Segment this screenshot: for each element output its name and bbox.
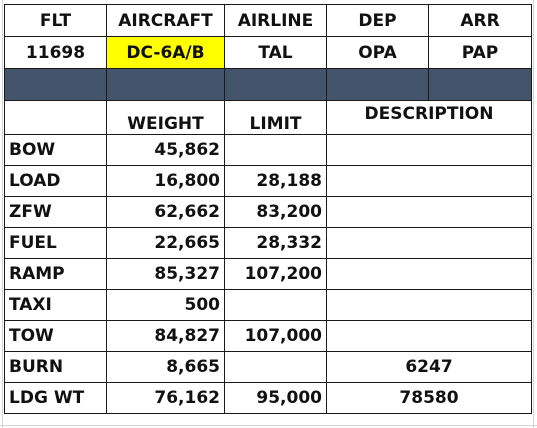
description-cell[interactable]: 6247	[326, 351, 532, 383]
row-label[interactable]: LOAD	[4, 165, 107, 197]
table-row: BURN 8,665 6247	[4, 351, 532, 383]
weight-balance-table: FLT AIRCRAFT AIRLINE DEP ARR 11698 DC-6A…	[4, 4, 532, 414]
band-cell[interactable]	[106, 68, 225, 101]
table-row: ZFW 62,662 83,200	[4, 196, 532, 228]
band-cell[interactable]	[224, 68, 327, 101]
description-cell[interactable]	[326, 227, 532, 259]
description-cell[interactable]	[326, 320, 532, 352]
column-header-row: WEIGHT LIMIT DESCRIPTION	[4, 100, 532, 135]
weight-cell[interactable]: 45,862	[106, 134, 225, 166]
band-cell[interactable]	[326, 68, 429, 101]
row-label[interactable]: TOW	[4, 320, 107, 352]
flight-info-row: 11698 DC-6A/B TAL OPA PAP	[4, 36, 532, 69]
dep-value[interactable]: OPA	[326, 36, 429, 69]
row-label[interactable]: BOW	[4, 134, 107, 166]
table-row: TOW 84,827 107,000	[4, 320, 532, 352]
aircraft-value[interactable]: DC-6A/B	[106, 36, 225, 69]
band-cell[interactable]	[4, 68, 107, 101]
description-cell[interactable]	[326, 165, 532, 197]
table-row: RAMP 85,327 107,200	[4, 258, 532, 290]
airline-value[interactable]: TAL	[224, 36, 327, 69]
limit-column-header[interactable]: LIMIT	[224, 100, 327, 135]
limit-cell[interactable]: 28,332	[224, 227, 327, 259]
row-label[interactable]: LDG WT	[4, 382, 107, 414]
weight-cell[interactable]: 62,662	[106, 196, 225, 228]
empty-cell[interactable]	[4, 100, 107, 135]
header-row: FLT AIRCRAFT AIRLINE DEP ARR	[4, 4, 532, 37]
weight-cell[interactable]: 85,327	[106, 258, 225, 290]
description-cell[interactable]	[326, 196, 532, 228]
band-cell[interactable]	[428, 68, 532, 101]
limit-cell[interactable]: 83,200	[224, 196, 327, 228]
weight-cell[interactable]: 8,665	[106, 351, 225, 383]
row-label[interactable]: TAXI	[4, 289, 107, 321]
gridline	[2, 0, 3, 428]
limit-cell[interactable]: 107,000	[224, 320, 327, 352]
weight-cell[interactable]: 76,162	[106, 382, 225, 414]
table-row: TAXI 500	[4, 289, 532, 321]
row-label[interactable]: BURN	[4, 351, 107, 383]
dep-header[interactable]: DEP	[326, 4, 429, 37]
row-label[interactable]: ZFW	[4, 196, 107, 228]
row-label[interactable]: FUEL	[4, 227, 107, 259]
row-label[interactable]: RAMP	[4, 258, 107, 290]
weight-cell[interactable]: 22,665	[106, 227, 225, 259]
table-row: BOW 45,862	[4, 134, 532, 166]
arr-value[interactable]: PAP	[428, 36, 532, 69]
aircraft-header[interactable]: AIRCRAFT	[106, 4, 225, 37]
limit-cell[interactable]	[224, 134, 327, 166]
gridline	[0, 425, 537, 426]
table-row: LDG WT 76,162 95,000 78580	[4, 382, 532, 414]
table-row: LOAD 16,800 28,188	[4, 165, 532, 197]
limit-cell[interactable]: 107,200	[224, 258, 327, 290]
limit-cell[interactable]: 28,188	[224, 165, 327, 197]
weight-cell[interactable]: 500	[106, 289, 225, 321]
description-column-header[interactable]: DESCRIPTION	[326, 100, 532, 135]
flt-value[interactable]: 11698	[4, 36, 107, 69]
weight-cell[interactable]: 16,800	[106, 165, 225, 197]
gridline	[533, 0, 534, 428]
weight-cell[interactable]: 84,827	[106, 320, 225, 352]
description-cell[interactable]	[326, 289, 532, 321]
table-row: FUEL 22,665 28,332	[4, 227, 532, 259]
limit-cell[interactable]: 95,000	[224, 382, 327, 414]
description-cell[interactable]: 78580	[326, 382, 532, 414]
weight-column-header[interactable]: WEIGHT	[106, 100, 225, 135]
arr-header[interactable]: ARR	[428, 4, 532, 37]
limit-cell[interactable]	[224, 351, 327, 383]
description-cell[interactable]	[326, 258, 532, 290]
separator-band-row	[4, 68, 532, 101]
limit-cell[interactable]	[224, 289, 327, 321]
airline-header[interactable]: AIRLINE	[224, 4, 327, 37]
description-cell[interactable]	[326, 134, 532, 166]
flt-header[interactable]: FLT	[4, 4, 107, 37]
